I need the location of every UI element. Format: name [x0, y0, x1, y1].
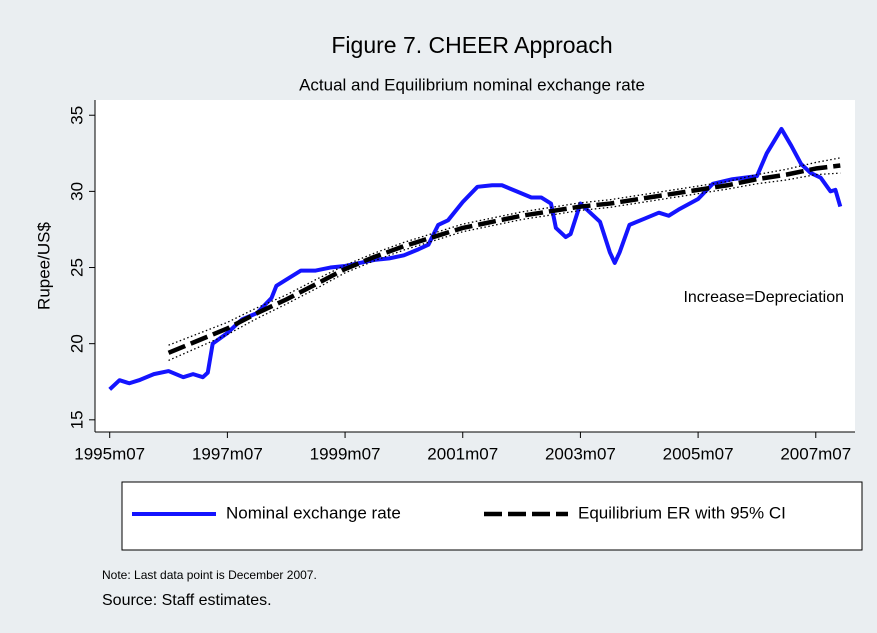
x-tick-label: 2007m07 [780, 444, 851, 463]
note: Note: Last data point is December 2007. [102, 568, 317, 582]
y-tick-label: 15 [67, 410, 86, 429]
y-tick-label: 30 [67, 182, 86, 201]
y-tick-label: 25 [67, 258, 86, 277]
x-tick-label: 2003m07 [545, 444, 616, 463]
chart-subtitle: Actual and Equilibrium nominal exchange … [299, 75, 645, 94]
x-tick-label: 1997m07 [192, 444, 263, 463]
annotation: Increase=Depreciation [683, 289, 844, 306]
x-tick-label: 2001m07 [427, 444, 498, 463]
legend-label: Nominal exchange rate [226, 503, 401, 522]
x-tick-label: 2005m07 [663, 444, 734, 463]
x-tick-label: 1995m07 [74, 444, 145, 463]
y-tick-label: 35 [67, 106, 86, 125]
y-axis-label: Rupee/US$ [34, 222, 53, 310]
source: Source: Staff estimates. [102, 592, 272, 609]
y-tick-label: 20 [67, 334, 86, 353]
legend-label: Equilibrium ER with 95% CI [578, 503, 786, 522]
series-line [167, 163, 841, 355]
series-line [168, 172, 841, 362]
x-tick-label: 1999m07 [310, 444, 381, 463]
plot-area [95, 100, 855, 432]
chart-title: Figure 7. CHEER Approach [331, 32, 612, 58]
series-line [168, 157, 841, 346]
